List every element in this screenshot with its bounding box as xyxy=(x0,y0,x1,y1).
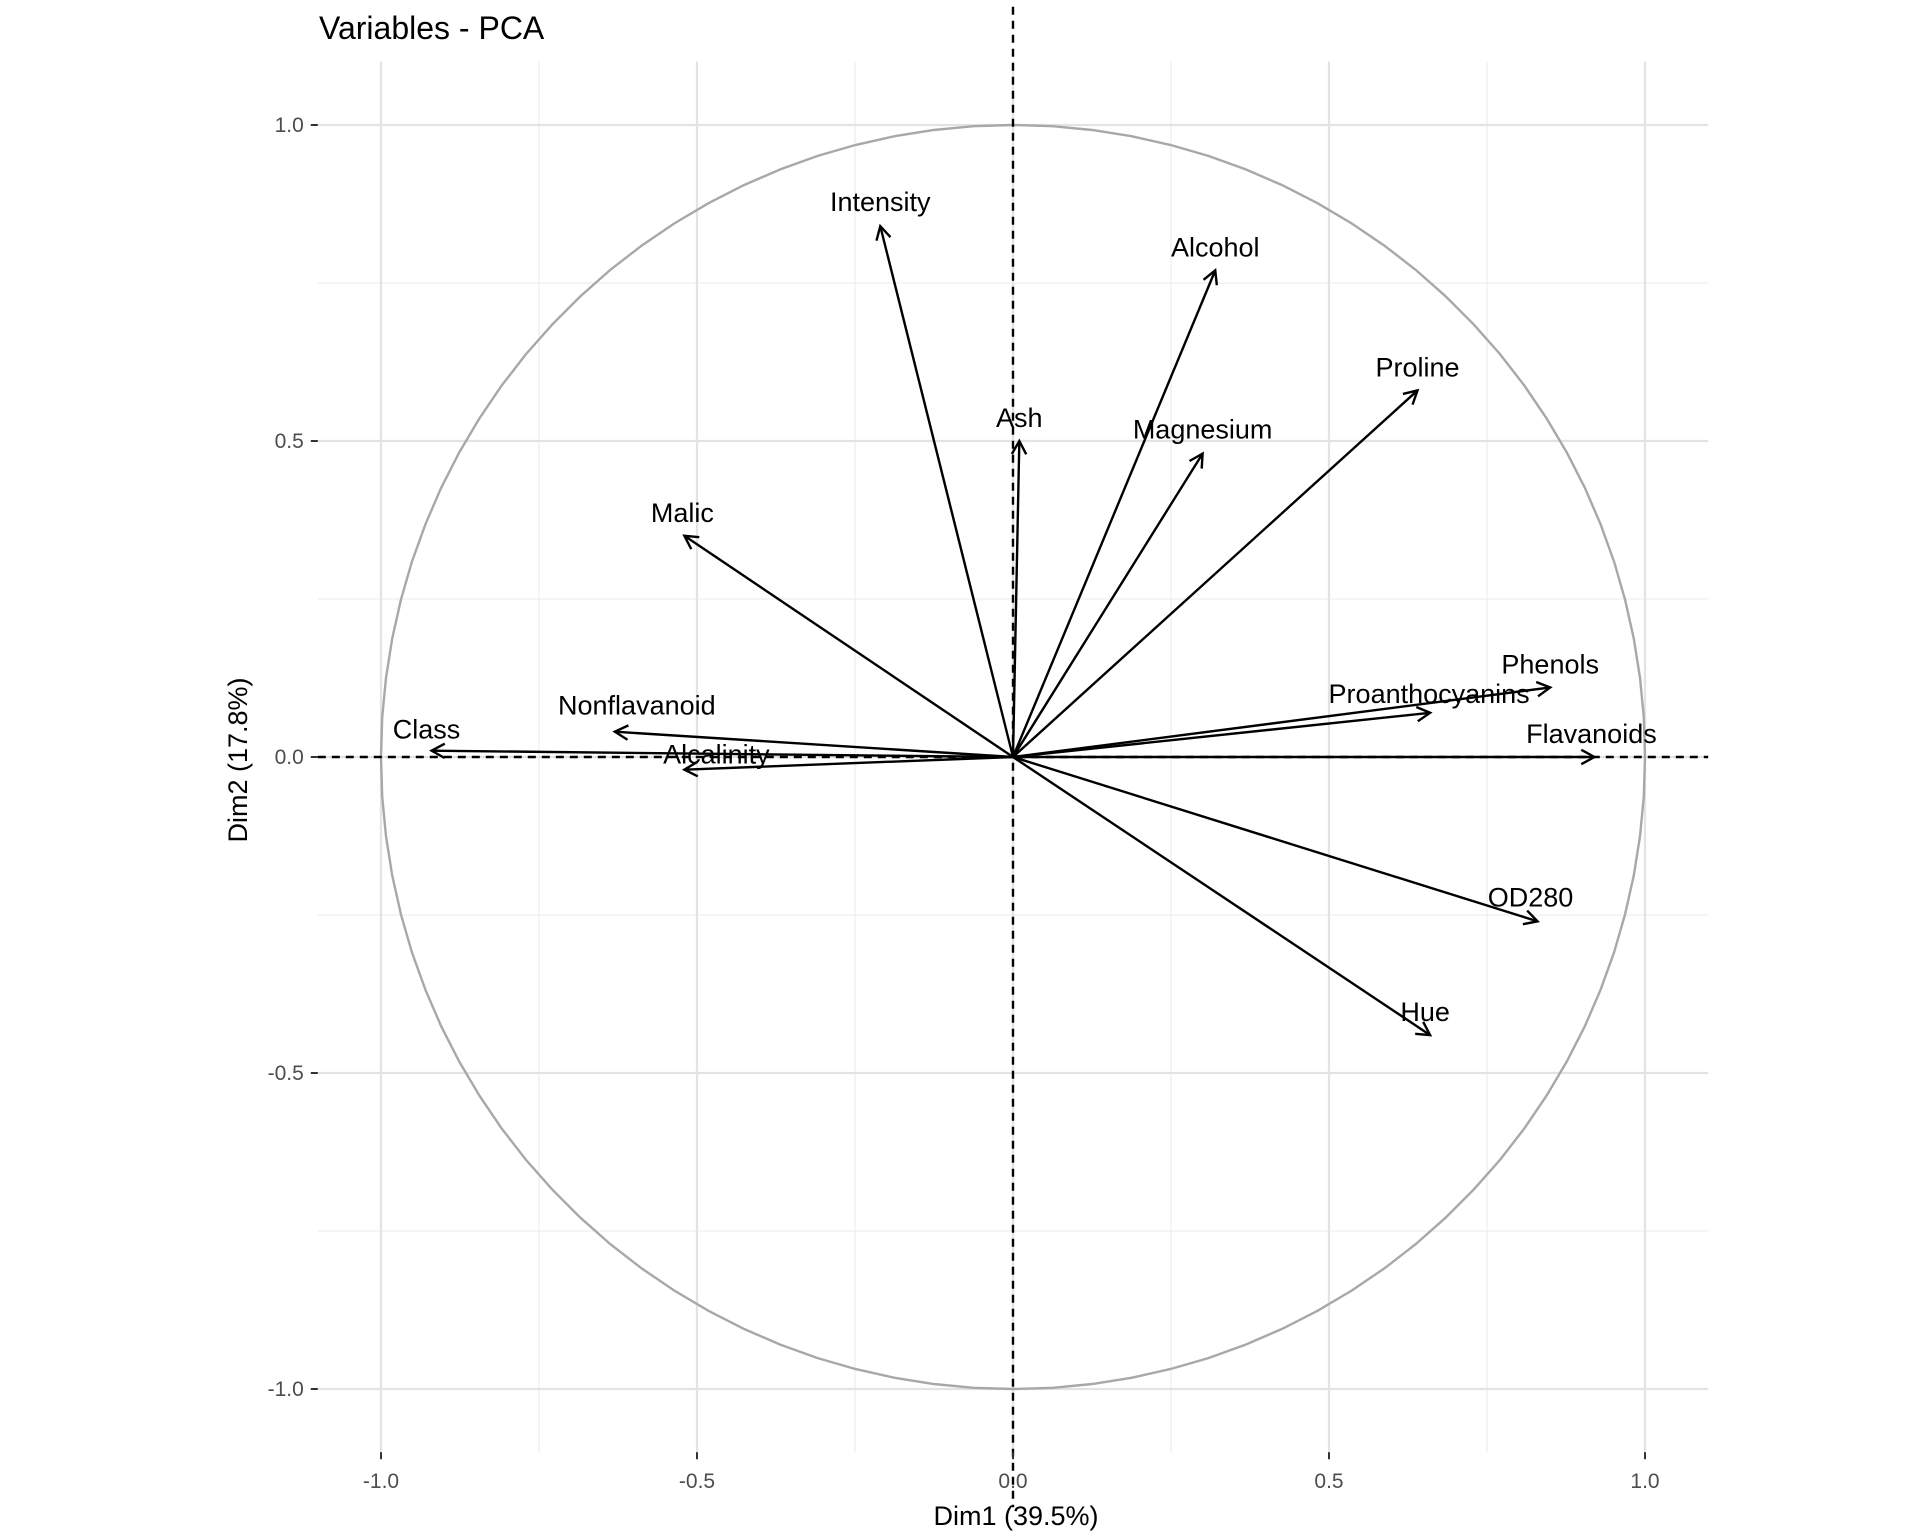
x-tick-label: 0.0 xyxy=(998,1470,1027,1493)
axis-ticks: -1.0 -0.5 0.0 0.5 1.0 -1.0 -0.5 0.0 0.5 1.0 xyxy=(268,114,1660,1493)
variable-label: Alcohol xyxy=(1171,232,1260,262)
x-tick-label: -0.5 xyxy=(679,1470,715,1493)
arrow-head xyxy=(1010,438,1028,455)
arrow-flavanoids xyxy=(1013,748,1597,766)
arrow-shaft xyxy=(1011,440,1021,758)
variable-label: Malic xyxy=(651,498,714,528)
arrow-shaft xyxy=(614,730,1014,759)
arrow-head xyxy=(1535,680,1553,698)
variable-label: Flavanoids xyxy=(1526,719,1657,749)
arrow-head xyxy=(682,534,700,550)
arrow-shaft xyxy=(1012,756,1431,1037)
arrow-head xyxy=(1580,748,1597,766)
y-tick-label: 1.0 xyxy=(275,114,304,137)
arrow-shaft xyxy=(1012,711,1431,759)
arrow-proline xyxy=(1012,388,1420,758)
arrow-head xyxy=(429,742,446,760)
arrow-ash xyxy=(1010,438,1028,758)
arrow-intensity xyxy=(875,223,1015,758)
arrow-magnesium xyxy=(1011,451,1204,758)
arrow-head xyxy=(681,760,699,778)
arrow-shaft xyxy=(431,749,1014,759)
arrow-shaft xyxy=(1012,755,1538,923)
arrow-head xyxy=(1202,268,1219,286)
arrow-od280 xyxy=(1012,755,1540,926)
arrow-head xyxy=(1415,705,1433,723)
arrow-malic xyxy=(682,534,1014,758)
arrow-alcohol xyxy=(1011,268,1219,758)
y-axis-title: Dim2 (17.8%) xyxy=(223,677,253,842)
x-tick-label: -1.0 xyxy=(363,1470,399,1493)
arrow-head xyxy=(1415,1021,1433,1037)
arrow-shaft xyxy=(1011,269,1217,758)
arrow-shaft xyxy=(683,534,1014,758)
arrow-shaft xyxy=(1012,389,1419,758)
arrow-shaft xyxy=(1012,686,1551,759)
variable-label: Intensity xyxy=(830,187,931,217)
y-tick-label: -0.5 xyxy=(268,1062,304,1085)
arrow-shaft xyxy=(1011,453,1204,758)
variable-arrows xyxy=(429,223,1597,1037)
variable-label: Ash xyxy=(996,403,1043,433)
arrow-proanthocyanins xyxy=(1012,705,1433,759)
arrow-shaft xyxy=(879,225,1015,758)
variable-label: Nonflavanoid xyxy=(558,691,716,721)
arrow-nonflavanoid xyxy=(612,724,1014,759)
arrow-head xyxy=(612,724,629,741)
arrow-shaft xyxy=(684,755,1014,771)
variable-labels: Class Nonflavanoid Alcalinity Malic Intensit… xyxy=(393,187,1657,1027)
y-tick-label: 0.5 xyxy=(275,430,304,453)
variable-label: Class xyxy=(393,715,461,745)
x-tick-label: 1.0 xyxy=(1630,1470,1659,1493)
variable-label: Proanthocyanins xyxy=(1329,679,1530,709)
arrow-head xyxy=(875,223,892,241)
arrow-head xyxy=(1188,451,1204,469)
arrow-head xyxy=(1402,388,1420,406)
variable-label: Magnesium xyxy=(1133,415,1273,445)
arrow-class xyxy=(429,742,1014,760)
chart-title: Variables - PCA xyxy=(319,10,545,46)
variable-label: Phenols xyxy=(1501,649,1599,679)
arrow-phenols xyxy=(1012,680,1553,759)
variable-label: Proline xyxy=(1375,352,1459,382)
arrow-hue xyxy=(1012,756,1433,1037)
variable-label: Hue xyxy=(1400,997,1450,1027)
y-tick-label: 0.0 xyxy=(275,746,304,769)
reference-lines xyxy=(317,6,1709,1508)
arrow-alcalinity xyxy=(681,755,1014,778)
variable-label: Alcalinity xyxy=(663,740,770,770)
x-axis-title: Dim1 (39.5%) xyxy=(933,1501,1098,1531)
y-tick-label: -1.0 xyxy=(268,1378,304,1401)
x-tick-label: 0.5 xyxy=(1314,1470,1343,1493)
arrow-head xyxy=(1522,909,1540,926)
variable-label: OD280 xyxy=(1488,882,1574,912)
